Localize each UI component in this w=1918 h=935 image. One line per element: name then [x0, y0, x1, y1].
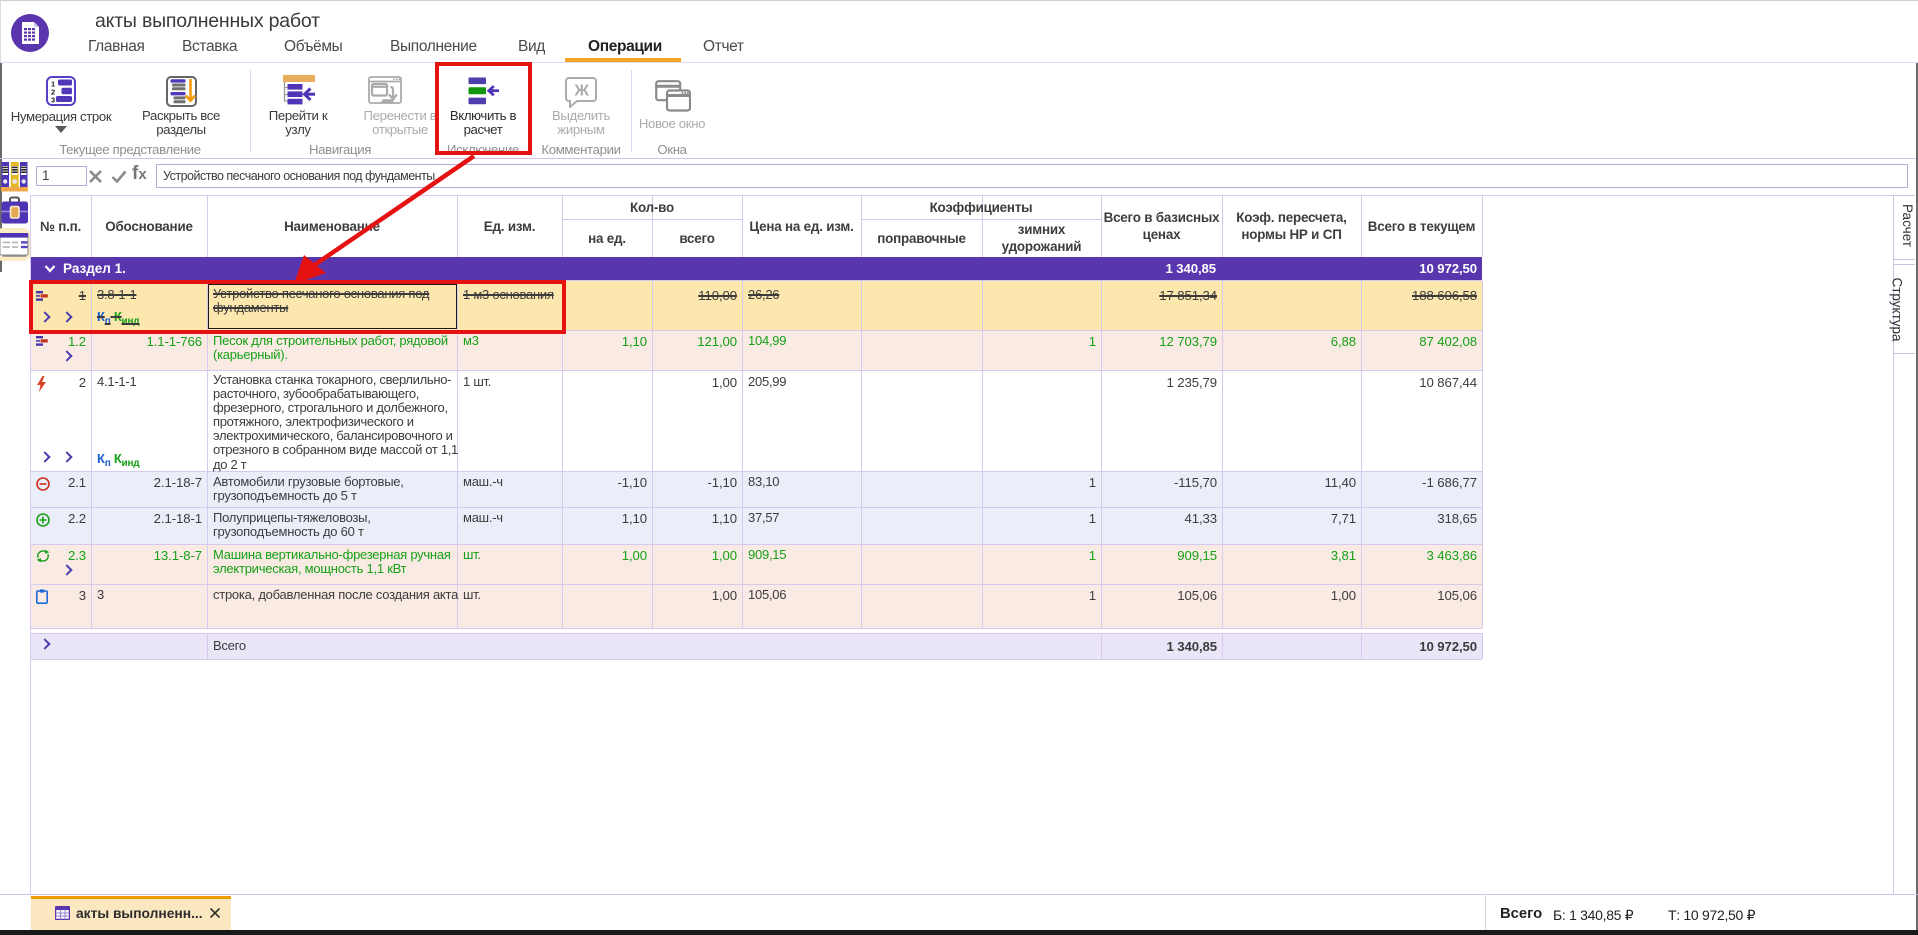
svg-text:2: 2	[51, 88, 55, 97]
svg-text:Ж: Ж	[574, 83, 590, 100]
svg-text:1: 1	[51, 80, 55, 89]
svg-text:3: 3	[51, 96, 55, 105]
